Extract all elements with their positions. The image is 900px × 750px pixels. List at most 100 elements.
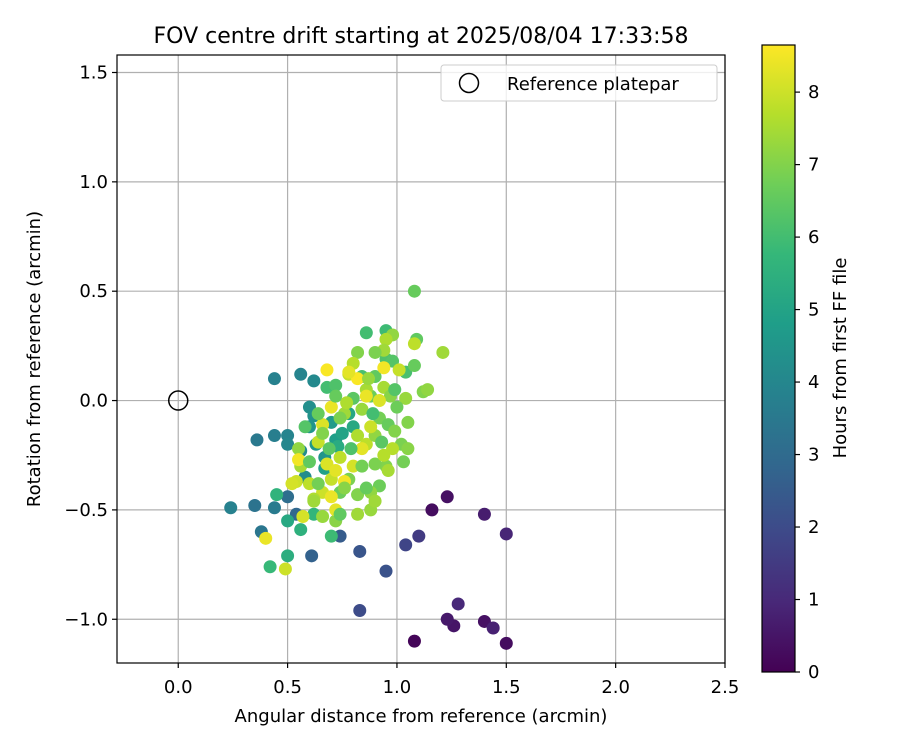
data-point bbox=[248, 499, 262, 513]
data-point bbox=[329, 378, 343, 392]
data-point bbox=[353, 604, 367, 618]
colorbar-gradient bbox=[761, 44, 796, 673]
data-point bbox=[320, 363, 334, 377]
legend-label: Reference platepar bbox=[507, 74, 679, 95]
y-tick-label: 1.5 bbox=[79, 62, 108, 83]
data-point bbox=[353, 544, 367, 558]
data-point bbox=[302, 455, 316, 469]
colorbar-tick-label: 6 bbox=[808, 227, 819, 248]
colorbar-tick-label: 0 bbox=[808, 662, 819, 683]
colorbar-tick-label: 1 bbox=[808, 590, 819, 611]
x-tick-label: 1.0 bbox=[383, 677, 412, 698]
data-point bbox=[294, 523, 308, 537]
y-tick-label: 0.0 bbox=[79, 391, 108, 412]
x-tick-label: 1.5 bbox=[492, 677, 521, 698]
data-point bbox=[270, 488, 284, 502]
legend-box bbox=[440, 64, 718, 102]
data-point bbox=[333, 411, 347, 425]
data-point bbox=[355, 459, 369, 473]
data-point bbox=[224, 501, 238, 515]
data-point bbox=[351, 507, 365, 521]
data-point bbox=[388, 383, 402, 397]
colorbar: 0 1 2 3 4 5 6 7 8 Hours from first FF file bbox=[761, 44, 851, 683]
data-point bbox=[359, 481, 373, 495]
data-point bbox=[368, 345, 382, 359]
data-point bbox=[364, 420, 378, 434]
data-point bbox=[368, 494, 382, 508]
data-point bbox=[324, 490, 338, 504]
data-point bbox=[333, 450, 347, 464]
data-point bbox=[333, 507, 347, 521]
colorbar-label: Hours from first FF file bbox=[830, 258, 851, 459]
data-point bbox=[359, 326, 373, 340]
data-point bbox=[381, 464, 395, 478]
data-point bbox=[366, 407, 380, 421]
data-point bbox=[329, 464, 343, 478]
data-point bbox=[362, 372, 376, 386]
data-points bbox=[224, 284, 513, 650]
data-point bbox=[351, 345, 365, 359]
x-axis-ticks: 0.0 0.5 1.0 1.5 2.0 2.5 bbox=[164, 663, 739, 698]
data-point bbox=[377, 361, 391, 375]
data-point bbox=[344, 442, 358, 456]
data-point bbox=[390, 400, 404, 414]
x-tick-label: 0.5 bbox=[273, 677, 302, 698]
data-point bbox=[316, 509, 330, 523]
data-point bbox=[499, 527, 513, 541]
data-point bbox=[379, 564, 393, 578]
data-point bbox=[296, 509, 310, 523]
data-point bbox=[477, 507, 491, 521]
data-point bbox=[281, 549, 295, 563]
data-point bbox=[440, 490, 454, 504]
x-tick-label: 0.0 bbox=[164, 677, 193, 698]
y-tick-label: −0.5 bbox=[64, 500, 108, 521]
data-point bbox=[267, 501, 281, 515]
data-point bbox=[311, 477, 325, 491]
data-point bbox=[281, 490, 295, 504]
data-point bbox=[379, 332, 393, 346]
legend-marker-icon bbox=[458, 72, 480, 94]
plot-area: 0.0 0.5 1.0 1.5 2.0 2.5 −1.0−0.50.00.51.01.5 … bbox=[64, 54, 739, 698]
colorbar-tick-label: 8 bbox=[808, 82, 819, 103]
data-point bbox=[340, 396, 354, 410]
data-point bbox=[324, 529, 338, 543]
data-point bbox=[399, 391, 413, 405]
data-point bbox=[355, 442, 369, 456]
data-point bbox=[359, 389, 373, 403]
legend: Reference platepar bbox=[440, 64, 718, 102]
data-point bbox=[298, 420, 312, 434]
data-point bbox=[281, 514, 295, 528]
colorbar-ticks: 0 1 2 3 4 5 6 7 8 bbox=[795, 82, 819, 683]
colorbar-tick-label: 4 bbox=[808, 372, 819, 393]
data-point bbox=[316, 426, 330, 440]
data-point bbox=[267, 372, 281, 386]
data-point bbox=[305, 549, 319, 563]
data-point bbox=[451, 597, 465, 611]
data-point bbox=[375, 435, 389, 449]
data-point bbox=[322, 442, 336, 456]
colorbar-tick-label: 2 bbox=[808, 517, 819, 538]
data-point bbox=[259, 531, 273, 545]
data-point bbox=[294, 367, 308, 381]
data-point bbox=[335, 426, 349, 440]
y-axis-label: Rotation from reference (arcmin) bbox=[24, 211, 45, 507]
data-point bbox=[436, 345, 450, 359]
colorbar-tick-label: 3 bbox=[808, 445, 819, 466]
y-tick-label: −1.0 bbox=[64, 609, 108, 630]
plot-frame bbox=[116, 54, 726, 664]
y-tick-label: 1.0 bbox=[79, 172, 108, 193]
data-point bbox=[407, 284, 421, 298]
plot-background bbox=[117, 55, 725, 663]
data-point bbox=[440, 612, 454, 626]
data-point bbox=[307, 374, 321, 388]
data-point bbox=[285, 477, 299, 491]
data-point bbox=[292, 453, 306, 467]
data-point bbox=[311, 407, 325, 421]
data-point bbox=[499, 636, 513, 650]
y-axis-ticks: −1.0 −0.5 0.0 0.5 1.0 1.5 bbox=[64, 62, 117, 630]
data-point bbox=[337, 481, 351, 495]
x-tick-label: 2.5 bbox=[711, 677, 740, 698]
data-point bbox=[397, 455, 411, 469]
x-axis-label: Angular distance from reference (arcmin) bbox=[235, 706, 608, 727]
